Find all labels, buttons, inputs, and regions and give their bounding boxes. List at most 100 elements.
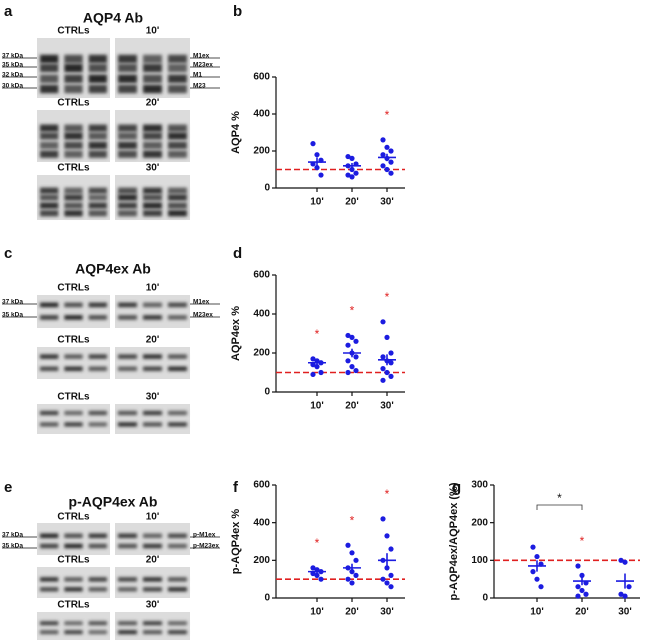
blot-image bbox=[115, 567, 190, 598]
y-tick-label: 0 bbox=[264, 387, 270, 398]
blot-label: CTRLs bbox=[57, 600, 90, 611]
blot-band bbox=[64, 621, 83, 626]
blot-band bbox=[40, 410, 59, 416]
data-point bbox=[534, 553, 540, 560]
blot-band bbox=[143, 354, 162, 359]
blot-band bbox=[143, 54, 162, 64]
blot-band bbox=[143, 124, 162, 132]
blot-band bbox=[40, 302, 59, 308]
data-point bbox=[314, 572, 320, 579]
blot-band bbox=[168, 63, 187, 73]
blot-band bbox=[168, 210, 187, 217]
blot-band bbox=[88, 587, 107, 592]
blot-band bbox=[88, 621, 107, 626]
blot-band bbox=[143, 577, 162, 582]
blot-label: 20' bbox=[146, 98, 160, 109]
blot-band bbox=[168, 422, 187, 427]
blot-band bbox=[118, 302, 137, 308]
x-tick-label: 20' bbox=[345, 197, 359, 208]
data-point bbox=[353, 557, 359, 563]
data-point bbox=[575, 563, 581, 569]
data-point bbox=[353, 170, 359, 176]
blot-label: CTRLs bbox=[57, 512, 90, 523]
blot-band bbox=[64, 187, 83, 194]
data-point bbox=[388, 546, 394, 552]
data-point bbox=[353, 338, 359, 344]
panel-letter: a bbox=[4, 3, 13, 20]
x-tick-label: 10' bbox=[530, 607, 544, 618]
blot-label: 10' bbox=[146, 283, 160, 294]
data-point bbox=[380, 152, 386, 158]
data-point bbox=[530, 544, 536, 550]
data-point bbox=[349, 580, 355, 586]
significance-marker: * bbox=[350, 304, 355, 318]
y-tick-label: 200 bbox=[253, 348, 270, 359]
blot-band bbox=[40, 630, 59, 635]
band-label: M23ex bbox=[193, 62, 213, 69]
data-point bbox=[380, 576, 386, 582]
blot-band bbox=[40, 63, 59, 73]
y-axis-label: p-AQP4ex/AQP4ex (%) bbox=[448, 482, 460, 600]
panel-letter: e bbox=[4, 479, 12, 496]
blot-band bbox=[118, 63, 137, 73]
data-point bbox=[318, 576, 324, 582]
blot-band bbox=[168, 630, 187, 635]
blot-band bbox=[64, 587, 83, 592]
y-tick-label: 600 bbox=[253, 270, 270, 281]
data-point bbox=[618, 591, 624, 597]
data-point bbox=[388, 584, 394, 590]
blot-band bbox=[143, 630, 162, 635]
blot-band bbox=[118, 187, 137, 194]
blot-band bbox=[64, 630, 83, 635]
blot-band bbox=[118, 194, 137, 201]
blot-band bbox=[118, 150, 137, 158]
y-tick-label: 400 bbox=[253, 309, 270, 320]
data-point bbox=[345, 358, 351, 364]
blot-band bbox=[118, 422, 137, 427]
y-tick-label: 0 bbox=[482, 593, 488, 604]
data-point bbox=[345, 369, 351, 376]
blot-band bbox=[64, 63, 83, 73]
blot-band bbox=[64, 533, 83, 539]
blot-band bbox=[40, 141, 59, 149]
data-point bbox=[345, 153, 351, 160]
blot-band bbox=[118, 587, 137, 592]
y-tick-label: 400 bbox=[253, 109, 270, 120]
blot-band bbox=[118, 74, 137, 83]
x-tick-label: 30' bbox=[380, 197, 394, 208]
blot-band bbox=[168, 194, 187, 201]
significance-marker: * bbox=[385, 290, 390, 304]
blot-band bbox=[168, 84, 187, 94]
blot-band bbox=[64, 84, 83, 94]
blot-band bbox=[88, 124, 107, 132]
blot-band bbox=[40, 54, 59, 64]
data-point bbox=[388, 373, 394, 379]
blot-band bbox=[64, 543, 83, 549]
blot-band bbox=[143, 210, 162, 217]
blot-band bbox=[143, 63, 162, 73]
blot-band bbox=[143, 187, 162, 194]
band-label: M1 bbox=[193, 72, 202, 79]
blot-band bbox=[64, 366, 83, 371]
blot-band bbox=[143, 533, 162, 539]
blot-band bbox=[168, 577, 187, 582]
blot-band bbox=[143, 366, 162, 371]
data-point bbox=[583, 591, 589, 597]
kda-label: 30 kDa bbox=[2, 83, 23, 90]
blot-band bbox=[64, 150, 83, 158]
significance-marker: * bbox=[580, 534, 585, 548]
band-label: p-M23ex bbox=[193, 543, 219, 550]
data-point bbox=[579, 572, 585, 579]
blot-band bbox=[40, 587, 59, 592]
blot-band bbox=[143, 150, 162, 158]
blot-band bbox=[143, 543, 162, 549]
blot-band bbox=[118, 124, 137, 132]
band-label: M1ex bbox=[193, 299, 210, 306]
panel-letter: d bbox=[233, 245, 242, 262]
blot-band bbox=[168, 410, 187, 416]
blot-image bbox=[115, 612, 190, 640]
blot-band bbox=[168, 74, 187, 83]
blot-band bbox=[143, 202, 162, 209]
blot-band bbox=[64, 54, 83, 64]
data-point bbox=[534, 576, 540, 582]
